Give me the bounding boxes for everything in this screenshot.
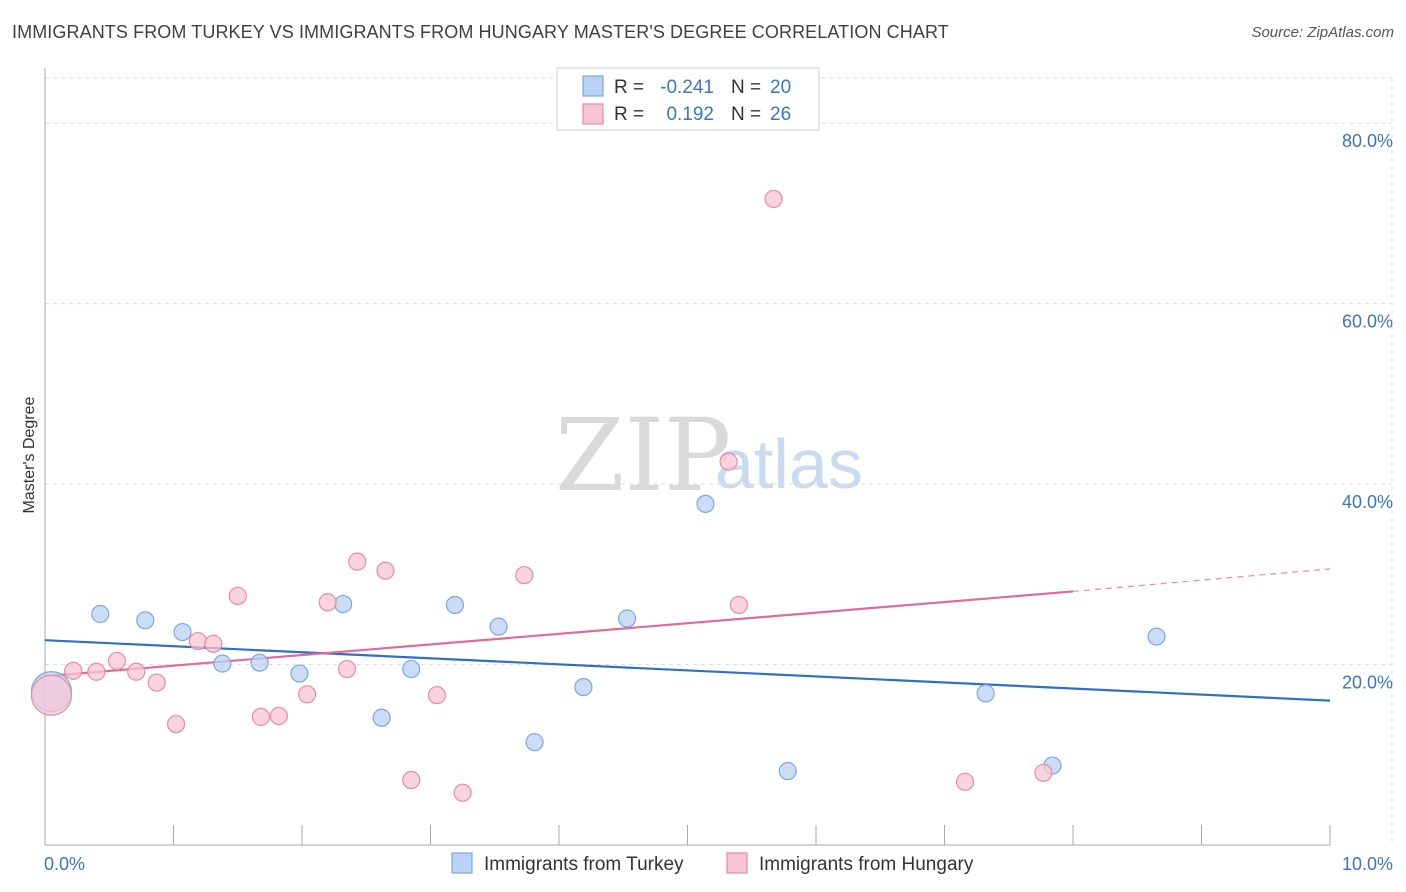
turkey-swatch	[582, 75, 604, 97]
hungary-point-1	[64, 661, 83, 680]
hungary-point-4	[127, 662, 146, 681]
data-points	[30, 189, 1166, 802]
y-tick-labels: 20.0% 40.0% 60.0% 80.0%	[1342, 131, 1393, 692]
hungary-point-17	[402, 770, 421, 790]
y-tick-label-20: 20.0%	[1342, 673, 1393, 693]
hungary-point-12	[298, 685, 317, 704]
y-tick-label-40: 40.0%	[1342, 492, 1393, 512]
x-tick-label-max: 10.0%	[1342, 854, 1393, 874]
turkey-point-11	[489, 617, 508, 636]
series-legend: Immigrants from Turkey Immigrants from H…	[451, 852, 974, 875]
turkey-point-12	[525, 733, 544, 752]
turkey-n-label: N =	[731, 77, 761, 98]
hungary-point-8	[204, 634, 223, 653]
hungary-point-19	[453, 783, 472, 802]
turkey-point-15	[696, 494, 715, 514]
hungary-point-11	[269, 706, 288, 726]
x-tick-labels: 0.0% 10.0%	[44, 854, 1393, 874]
source-credit: Source: ZipAtlas.com	[1251, 24, 1394, 41]
y-tick-label-80: 80.0%	[1342, 131, 1393, 151]
legend-turkey-swatch	[451, 852, 473, 874]
hungary-point-14	[337, 659, 357, 679]
watermark-zip: ZIP	[555, 397, 731, 514]
hungary-point-16	[376, 561, 395, 580]
hungary-point-0	[30, 674, 73, 716]
legend-hungary-label: Immigrants from Hungary	[759, 854, 974, 875]
turkey-r-label: R =	[614, 77, 644, 98]
chart-title: IMMIGRANTS FROM TURKEY VS IMMIGRANTS FRO…	[12, 22, 949, 42]
hungary-point-7	[188, 631, 208, 651]
turkey-trend-line	[44, 639, 1331, 702]
turkey-point-7	[334, 594, 353, 614]
turkey-point-14	[618, 609, 637, 628]
hungary-point-6	[166, 714, 186, 734]
watermark-atlas: atlas	[715, 425, 863, 503]
turkey-point-13	[574, 677, 593, 697]
hungary-point-2	[87, 662, 106, 681]
turkey-n-value: 20	[770, 77, 791, 98]
hungary-point-9	[228, 586, 247, 606]
turkey-point-5	[250, 653, 269, 672]
turkey-point-3	[173, 622, 192, 642]
turkey-point-19	[1147, 627, 1166, 646]
turkey-point-17	[976, 684, 995, 703]
hungary-point-20	[515, 566, 534, 585]
hungary-point-23	[764, 189, 783, 209]
hungary-n-value: 26	[770, 104, 791, 125]
hungary-point-21	[719, 452, 738, 471]
y-tick-label-60: 60.0%	[1342, 312, 1393, 332]
axes	[44, 68, 1331, 846]
hungary-r-value: 0.192	[666, 104, 714, 125]
turkey-r-value: -0.241	[660, 77, 714, 98]
stats-legend: R = -0.241 N = 20 R = 0.192 N = 26	[556, 67, 820, 131]
turkey-point-4	[213, 654, 232, 673]
hungary-point-24	[955, 772, 975, 791]
turkey-point-8	[372, 708, 391, 727]
turkey-point-6	[290, 664, 309, 683]
hungary-point-5	[147, 673, 166, 692]
hungary-point-18	[427, 686, 447, 705]
hungary-point-15	[348, 552, 367, 571]
hungary-point-3	[107, 651, 127, 671]
hungary-point-25	[1034, 763, 1053, 782]
hungary-n-label: N =	[731, 104, 761, 125]
hungary-point-10	[251, 707, 270, 726]
legend-turkey-label: Immigrants from Turkey	[484, 854, 684, 875]
hungary-r-label: R =	[614, 104, 644, 125]
turkey-point-2	[136, 611, 155, 630]
hungary-trend-extension	[1072, 568, 1331, 593]
y-axis-label: Master's Degree	[21, 396, 38, 513]
hungary-point-22	[729, 595, 749, 615]
hungary-point-13	[318, 593, 337, 612]
turkey-point-9	[402, 659, 421, 679]
hungary-swatch	[582, 103, 604, 125]
turkey-point-16	[778, 761, 797, 781]
x-tick-label-min: 0.0%	[44, 854, 85, 874]
watermark: ZIP atlas	[555, 397, 863, 514]
turkey-point-10	[445, 595, 465, 615]
legend-hungary-swatch	[726, 852, 748, 874]
turkey-point-1	[91, 604, 110, 624]
